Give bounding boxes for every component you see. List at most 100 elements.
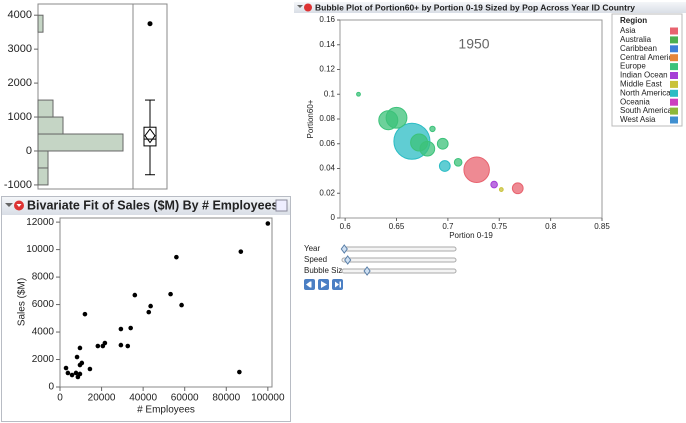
legend-label: Europe — [620, 62, 646, 71]
slider-thumb[interactable] — [340, 244, 348, 254]
y-tick-label: 0.02 — [319, 188, 335, 197]
point — [179, 302, 184, 308]
legend-swatch — [670, 63, 678, 71]
y-tick-label: 0.06 — [319, 139, 335, 148]
point — [174, 254, 179, 260]
point — [65, 370, 71, 376]
y-axis-label: Portion60+ — [306, 99, 315, 138]
slider-label: Year — [304, 244, 321, 253]
point — [77, 371, 83, 377]
legend-label: Middle East — [620, 80, 663, 89]
panel-header — [294, 2, 686, 13]
menu-icon — [16, 204, 22, 207]
y-tick-label: 10000 — [26, 244, 54, 255]
legend-swatch — [670, 45, 678, 53]
point — [125, 343, 131, 349]
bubble — [438, 160, 451, 172]
outlier — [147, 21, 153, 27]
bubble — [356, 91, 361, 97]
legend-label: Asia — [620, 26, 636, 35]
y-tick-label: 4000 — [32, 327, 55, 338]
point — [74, 354, 80, 360]
y-tick-label: 12000 — [26, 217, 54, 228]
red-triangle-menu[interactable] — [304, 3, 312, 12]
point — [73, 370, 79, 376]
panel-button[interactable] — [275, 199, 288, 212]
bubble — [511, 182, 524, 195]
x-tick-label: 60000 — [171, 393, 199, 404]
legend-swatch — [670, 89, 678, 97]
point — [146, 309, 152, 315]
panel-title: Bubble Plot of Portion60+ by Portion 0-1… — [315, 2, 635, 12]
point — [148, 303, 153, 309]
y-tick-label: 0 — [26, 145, 32, 157]
play-buttons — [304, 279, 343, 290]
y-tick-label: 2000 — [32, 354, 55, 365]
legend-label: Central America — [620, 53, 677, 62]
x-tick-label: 80000 — [212, 393, 240, 404]
y-tick-label: 4000 — [8, 9, 32, 21]
legend-label: West Asia — [620, 115, 656, 124]
slider-thumb[interactable] — [344, 255, 352, 265]
legend-swatch — [670, 116, 678, 124]
y-tick-label: 0.08 — [319, 114, 335, 123]
point — [118, 326, 124, 332]
y-tick-label: 2000 — [8, 77, 32, 89]
legend-title: Region — [620, 16, 647, 25]
legend-swatch — [670, 80, 678, 88]
slider-thumb[interactable] — [363, 266, 371, 276]
point — [100, 343, 106, 349]
bubble — [436, 137, 449, 150]
slider-track — [341, 268, 457, 274]
point — [237, 369, 242, 375]
point — [77, 345, 83, 351]
y-tick-label: 0.16 — [319, 15, 335, 24]
point — [95, 343, 101, 349]
slider-label: Speed — [304, 255, 327, 264]
y-tick-label: 3000 — [8, 43, 32, 55]
legend-label: Indian Ocean — [620, 71, 668, 80]
icon — [306, 281, 312, 288]
slider-track — [341, 246, 457, 252]
point — [82, 311, 88, 317]
histogram-bar — [37, 133, 124, 152]
bubble — [498, 187, 504, 192]
y-tick-label: 0 — [331, 213, 336, 222]
x-tick-label: 0.85 — [594, 222, 610, 231]
x-tick-label: 0.75 — [491, 222, 507, 231]
y-tick-label: 0.04 — [319, 164, 335, 173]
box — [143, 126, 157, 147]
y-tick-label: 1000 — [8, 111, 32, 123]
y-tick-label: -1000 — [4, 179, 32, 191]
panel-title: Bivariate Fit of Sales ($M) By # Employe… — [27, 198, 279, 212]
bubble — [378, 110, 399, 131]
y-tick-label: 0.14 — [319, 40, 335, 49]
y-tick-label: 0.1 — [324, 89, 336, 98]
point — [128, 325, 133, 331]
y-tick-label: 6000 — [32, 299, 55, 310]
disclosure[interactable] — [5, 203, 13, 207]
year-label: 1950 — [458, 36, 489, 52]
panel — [1, 196, 291, 422]
legend-label: North America — [620, 88, 671, 97]
x-tick-label: 0.7 — [442, 222, 454, 231]
disclosure[interactable] — [297, 5, 303, 8]
legend-swatch — [670, 107, 678, 115]
y-axis-label: Sales ($M) — [17, 278, 28, 326]
x-tick-label: 0 — [57, 393, 63, 404]
point — [63, 365, 69, 371]
bubble — [453, 158, 463, 167]
icon — [321, 281, 327, 288]
histogram-bar — [37, 14, 44, 33]
histogram-bar — [37, 167, 49, 186]
legend-swatch — [670, 27, 678, 35]
x-tick-label: 0.65 — [389, 222, 405, 231]
histogram-bar — [37, 99, 54, 118]
x-tick-label: 40000 — [129, 393, 157, 404]
y-tick-label: 8000 — [32, 272, 55, 283]
x-tick-label: 20000 — [88, 393, 116, 404]
point — [132, 292, 138, 298]
histogram-bar — [37, 150, 49, 169]
panel-header — [2, 197, 290, 215]
